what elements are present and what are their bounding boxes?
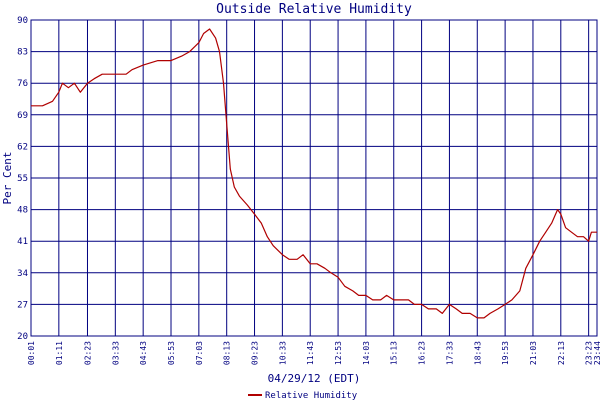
x-tick-label: 08:13 [223, 341, 232, 365]
y-tick-label: 62 [17, 142, 28, 152]
y-axis-label: Per Cent [1, 152, 14, 205]
x-tick-label: 23:23 [585, 341, 594, 365]
x-tick-label: 05:53 [167, 341, 176, 365]
x-axis-ticks: 00:01 01:11 02:23 03:33 04:43 05:53 07:03 08:13… [27, 341, 600, 365]
x-axis-label: 04/29/12 (EDT) [268, 372, 361, 385]
legend: Relative Humidity [248, 391, 358, 401]
x-tick-label: 22:13 [557, 341, 566, 365]
x-tick-label: 15:13 [390, 341, 399, 365]
y-tick-label: 55 [17, 174, 28, 184]
y-tick-label: 41 [17, 237, 28, 247]
y-tick-label: 27 [17, 300, 28, 310]
x-tick-label: 10:33 [278, 341, 287, 365]
y-tick-label: 83 [17, 48, 28, 58]
y-axis-ticks: 20 27 34 41 48 55 62 69 76 83 90 [17, 16, 28, 342]
series-layer [31, 28, 597, 319]
x-tick-label: 03:33 [111, 341, 120, 365]
x-tick-label: 14:03 [362, 341, 371, 365]
y-tick-label: 76 [17, 79, 28, 89]
x-tick-label: 07:03 [195, 341, 204, 365]
x-tick-label: 12:53 [334, 341, 343, 365]
x-tick-label: 19:53 [501, 341, 510, 365]
legend-label: Relative Humidity [265, 391, 358, 400]
y-tick-label: 90 [17, 16, 28, 26]
x-tick-label: 16:23 [418, 341, 427, 365]
series-line-0 [31, 28, 597, 319]
x-tick-label: 18:43 [473, 341, 482, 365]
x-tick-label: 00:01 [27, 341, 36, 365]
x-tick-label: 02:23 [83, 341, 92, 365]
y-tick-label: 20 [17, 332, 28, 342]
plot-area-frame [30, 19, 598, 337]
x-tick-label: 04:43 [139, 341, 148, 365]
x-tick-label: 01:11 [55, 341, 64, 365]
x-tick-label: 11:43 [306, 341, 315, 365]
y-tick-label: 69 [17, 111, 28, 121]
x-tick-label: 17:33 [445, 341, 454, 365]
chart-title: Outside Relative Humidity [216, 2, 412, 17]
x-tick-label: 09:23 [251, 341, 260, 365]
grid-layer [30, 19, 598, 337]
x-tick-label: 23:44 [593, 341, 600, 365]
x-tick-label: 21:03 [529, 341, 538, 365]
y-tick-label: 48 [17, 206, 28, 216]
y-tick-label: 34 [17, 269, 28, 279]
